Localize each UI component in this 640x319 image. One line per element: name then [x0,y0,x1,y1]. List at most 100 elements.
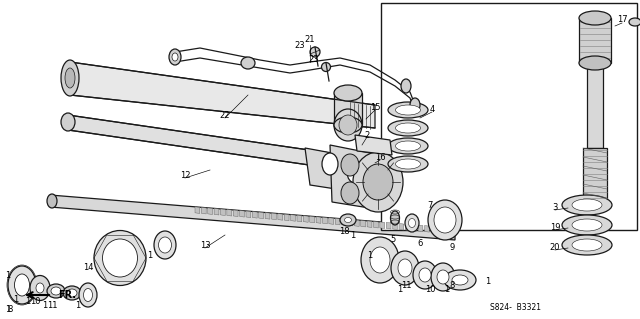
Ellipse shape [562,195,612,215]
Ellipse shape [241,57,255,69]
Ellipse shape [321,63,330,71]
Bar [334,93,362,125]
Polygon shape [431,226,436,233]
Text: 8: 8 [449,280,454,290]
Text: 21: 21 [305,35,316,44]
Text: 10: 10 [29,298,40,307]
Polygon shape [329,218,333,224]
Text: 1: 1 [444,286,450,294]
Polygon shape [412,225,417,231]
Ellipse shape [629,18,640,26]
Polygon shape [335,218,340,225]
Ellipse shape [428,200,462,240]
Polygon shape [221,209,225,216]
Polygon shape [291,215,296,221]
Polygon shape [246,211,251,218]
Polygon shape [310,216,314,223]
Text: 23: 23 [294,41,305,49]
Bar [583,148,607,203]
Polygon shape [437,226,442,233]
Polygon shape [68,115,378,175]
Polygon shape [303,216,308,222]
Ellipse shape [388,120,428,136]
Text: 5: 5 [390,235,396,244]
Ellipse shape [51,287,61,295]
Text: 8: 8 [7,306,13,315]
Ellipse shape [572,199,602,211]
Text: 12: 12 [180,170,190,180]
Ellipse shape [419,268,431,282]
Ellipse shape [154,231,176,259]
Text: 17: 17 [617,16,627,25]
Polygon shape [305,148,375,195]
Polygon shape [239,211,244,217]
Ellipse shape [391,251,419,285]
Polygon shape [418,225,423,232]
Ellipse shape [8,266,36,304]
Polygon shape [278,213,283,220]
Ellipse shape [344,218,351,222]
Ellipse shape [172,53,178,61]
Polygon shape [50,195,455,240]
Polygon shape [323,217,327,224]
Ellipse shape [47,194,57,208]
Polygon shape [374,221,378,228]
Text: 7: 7 [428,201,433,210]
Text: 23: 23 [308,56,319,64]
Polygon shape [405,224,410,231]
Text: 3: 3 [552,204,557,212]
Polygon shape [330,145,382,210]
Text: 19: 19 [550,224,560,233]
Ellipse shape [388,102,428,118]
Ellipse shape [63,286,81,300]
Ellipse shape [341,182,359,204]
Polygon shape [265,212,270,219]
Text: 1: 1 [485,278,491,286]
Text: 1: 1 [367,250,372,259]
Polygon shape [444,227,449,234]
Text: 1: 1 [42,300,47,309]
Ellipse shape [47,284,65,298]
Polygon shape [271,213,276,220]
Text: 20: 20 [550,243,560,253]
Polygon shape [392,223,397,230]
Ellipse shape [579,56,611,70]
Polygon shape [316,217,321,223]
Text: 13: 13 [200,241,211,249]
Polygon shape [259,212,264,219]
Ellipse shape [347,161,363,183]
Ellipse shape [361,237,399,283]
Text: 9: 9 [449,243,454,253]
Text: 11: 11 [47,300,57,309]
Ellipse shape [341,154,359,176]
Ellipse shape [437,270,449,284]
Polygon shape [399,223,404,230]
Text: 1: 1 [5,271,11,279]
Ellipse shape [83,288,93,301]
Text: 2: 2 [364,130,370,139]
Polygon shape [233,210,238,217]
Ellipse shape [572,219,602,231]
Text: 6: 6 [417,239,422,248]
Polygon shape [214,208,219,215]
Bar [579,18,611,63]
Polygon shape [252,211,257,218]
Ellipse shape [562,235,612,255]
Ellipse shape [579,11,611,25]
Ellipse shape [65,68,75,88]
Text: 11: 11 [401,280,412,290]
Polygon shape [195,207,200,213]
Text: 1: 1 [13,295,19,305]
Ellipse shape [388,138,428,154]
Ellipse shape [444,270,476,290]
Ellipse shape [452,275,468,285]
Ellipse shape [434,207,456,233]
Ellipse shape [562,215,612,235]
Polygon shape [424,226,429,232]
Polygon shape [208,208,212,214]
Text: 22: 22 [220,110,230,120]
Ellipse shape [310,47,320,57]
Polygon shape [70,62,375,128]
Polygon shape [387,222,391,229]
Polygon shape [342,219,346,226]
